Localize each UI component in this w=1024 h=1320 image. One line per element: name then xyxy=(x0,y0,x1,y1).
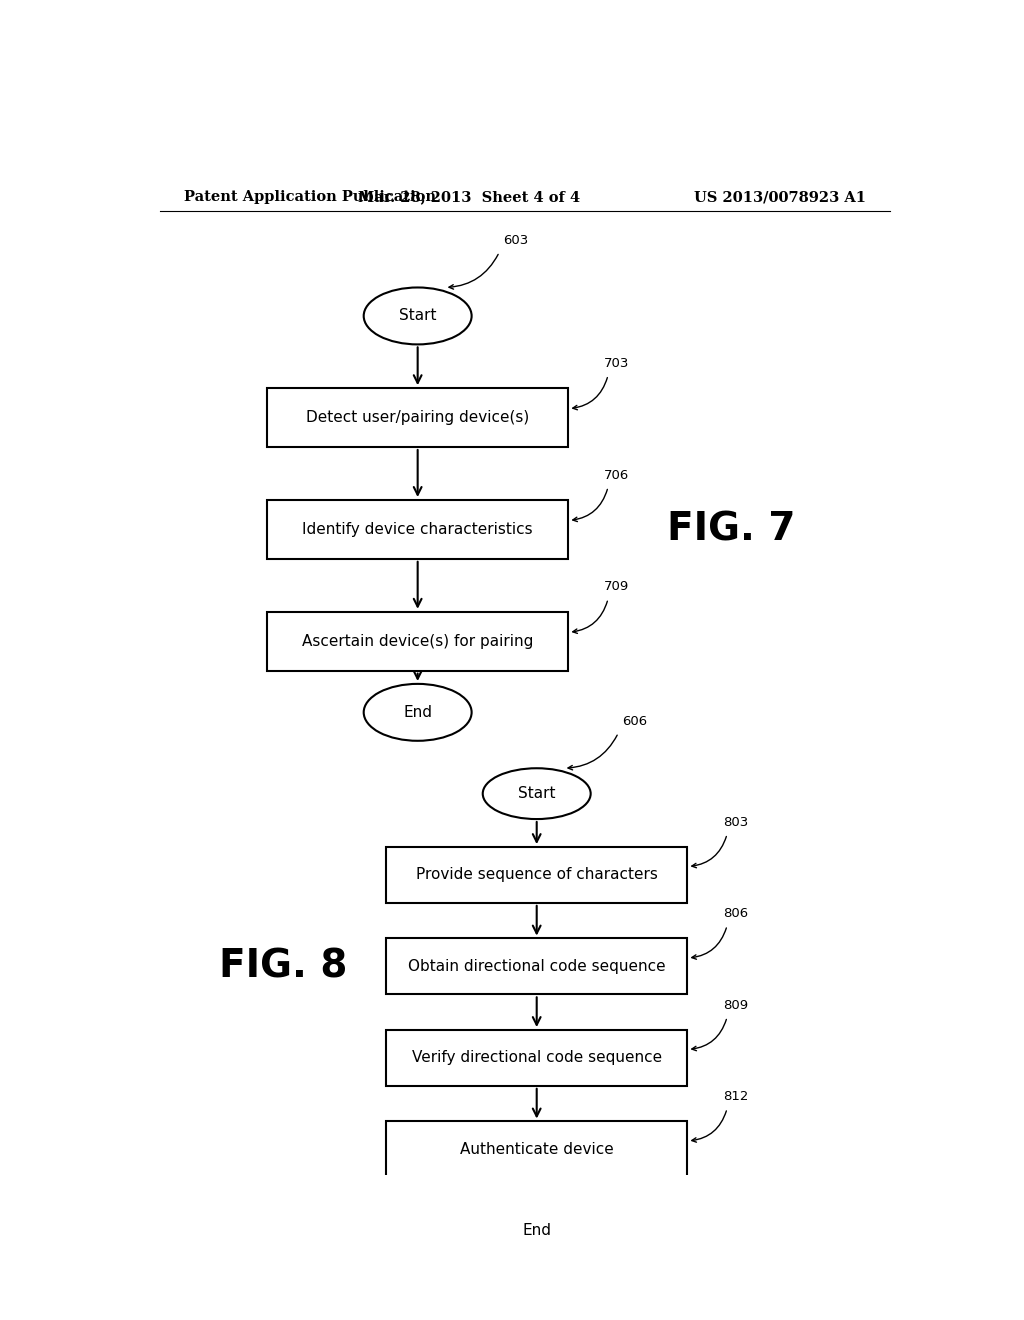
Text: Patent Application Publication: Patent Application Publication xyxy=(183,190,435,205)
Text: Obtain directional code sequence: Obtain directional code sequence xyxy=(408,958,666,974)
Text: 806: 806 xyxy=(723,907,749,920)
Text: Identify device characteristics: Identify device characteristics xyxy=(302,521,532,537)
Text: End: End xyxy=(403,705,432,719)
Bar xyxy=(267,611,568,671)
Text: 709: 709 xyxy=(604,581,630,594)
Bar xyxy=(386,1030,687,1086)
Text: FIG. 8: FIG. 8 xyxy=(218,948,347,986)
Text: 606: 606 xyxy=(623,714,647,727)
Text: Detect user/pairing device(s): Detect user/pairing device(s) xyxy=(306,411,529,425)
Bar xyxy=(386,939,687,994)
Text: US 2013/0078923 A1: US 2013/0078923 A1 xyxy=(694,190,866,205)
Text: End: End xyxy=(522,1224,551,1238)
Text: 703: 703 xyxy=(604,356,630,370)
Text: Start: Start xyxy=(518,787,555,801)
Text: 812: 812 xyxy=(723,1090,749,1104)
Text: 809: 809 xyxy=(723,999,749,1011)
Bar xyxy=(267,500,568,558)
Text: FIG. 7: FIG. 7 xyxy=(667,511,796,548)
Text: Start: Start xyxy=(399,309,436,323)
Bar xyxy=(386,1122,687,1177)
Text: Provide sequence of characters: Provide sequence of characters xyxy=(416,867,657,883)
Text: 803: 803 xyxy=(723,816,749,829)
Text: 603: 603 xyxy=(504,234,528,247)
Text: Authenticate device: Authenticate device xyxy=(460,1142,613,1156)
Bar xyxy=(386,847,687,903)
Text: Mar. 28, 2013  Sheet 4 of 4: Mar. 28, 2013 Sheet 4 of 4 xyxy=(358,190,581,205)
Text: Ascertain device(s) for pairing: Ascertain device(s) for pairing xyxy=(302,634,534,648)
Bar xyxy=(267,388,568,447)
Text: Verify directional code sequence: Verify directional code sequence xyxy=(412,1051,662,1065)
Text: 706: 706 xyxy=(604,469,630,482)
